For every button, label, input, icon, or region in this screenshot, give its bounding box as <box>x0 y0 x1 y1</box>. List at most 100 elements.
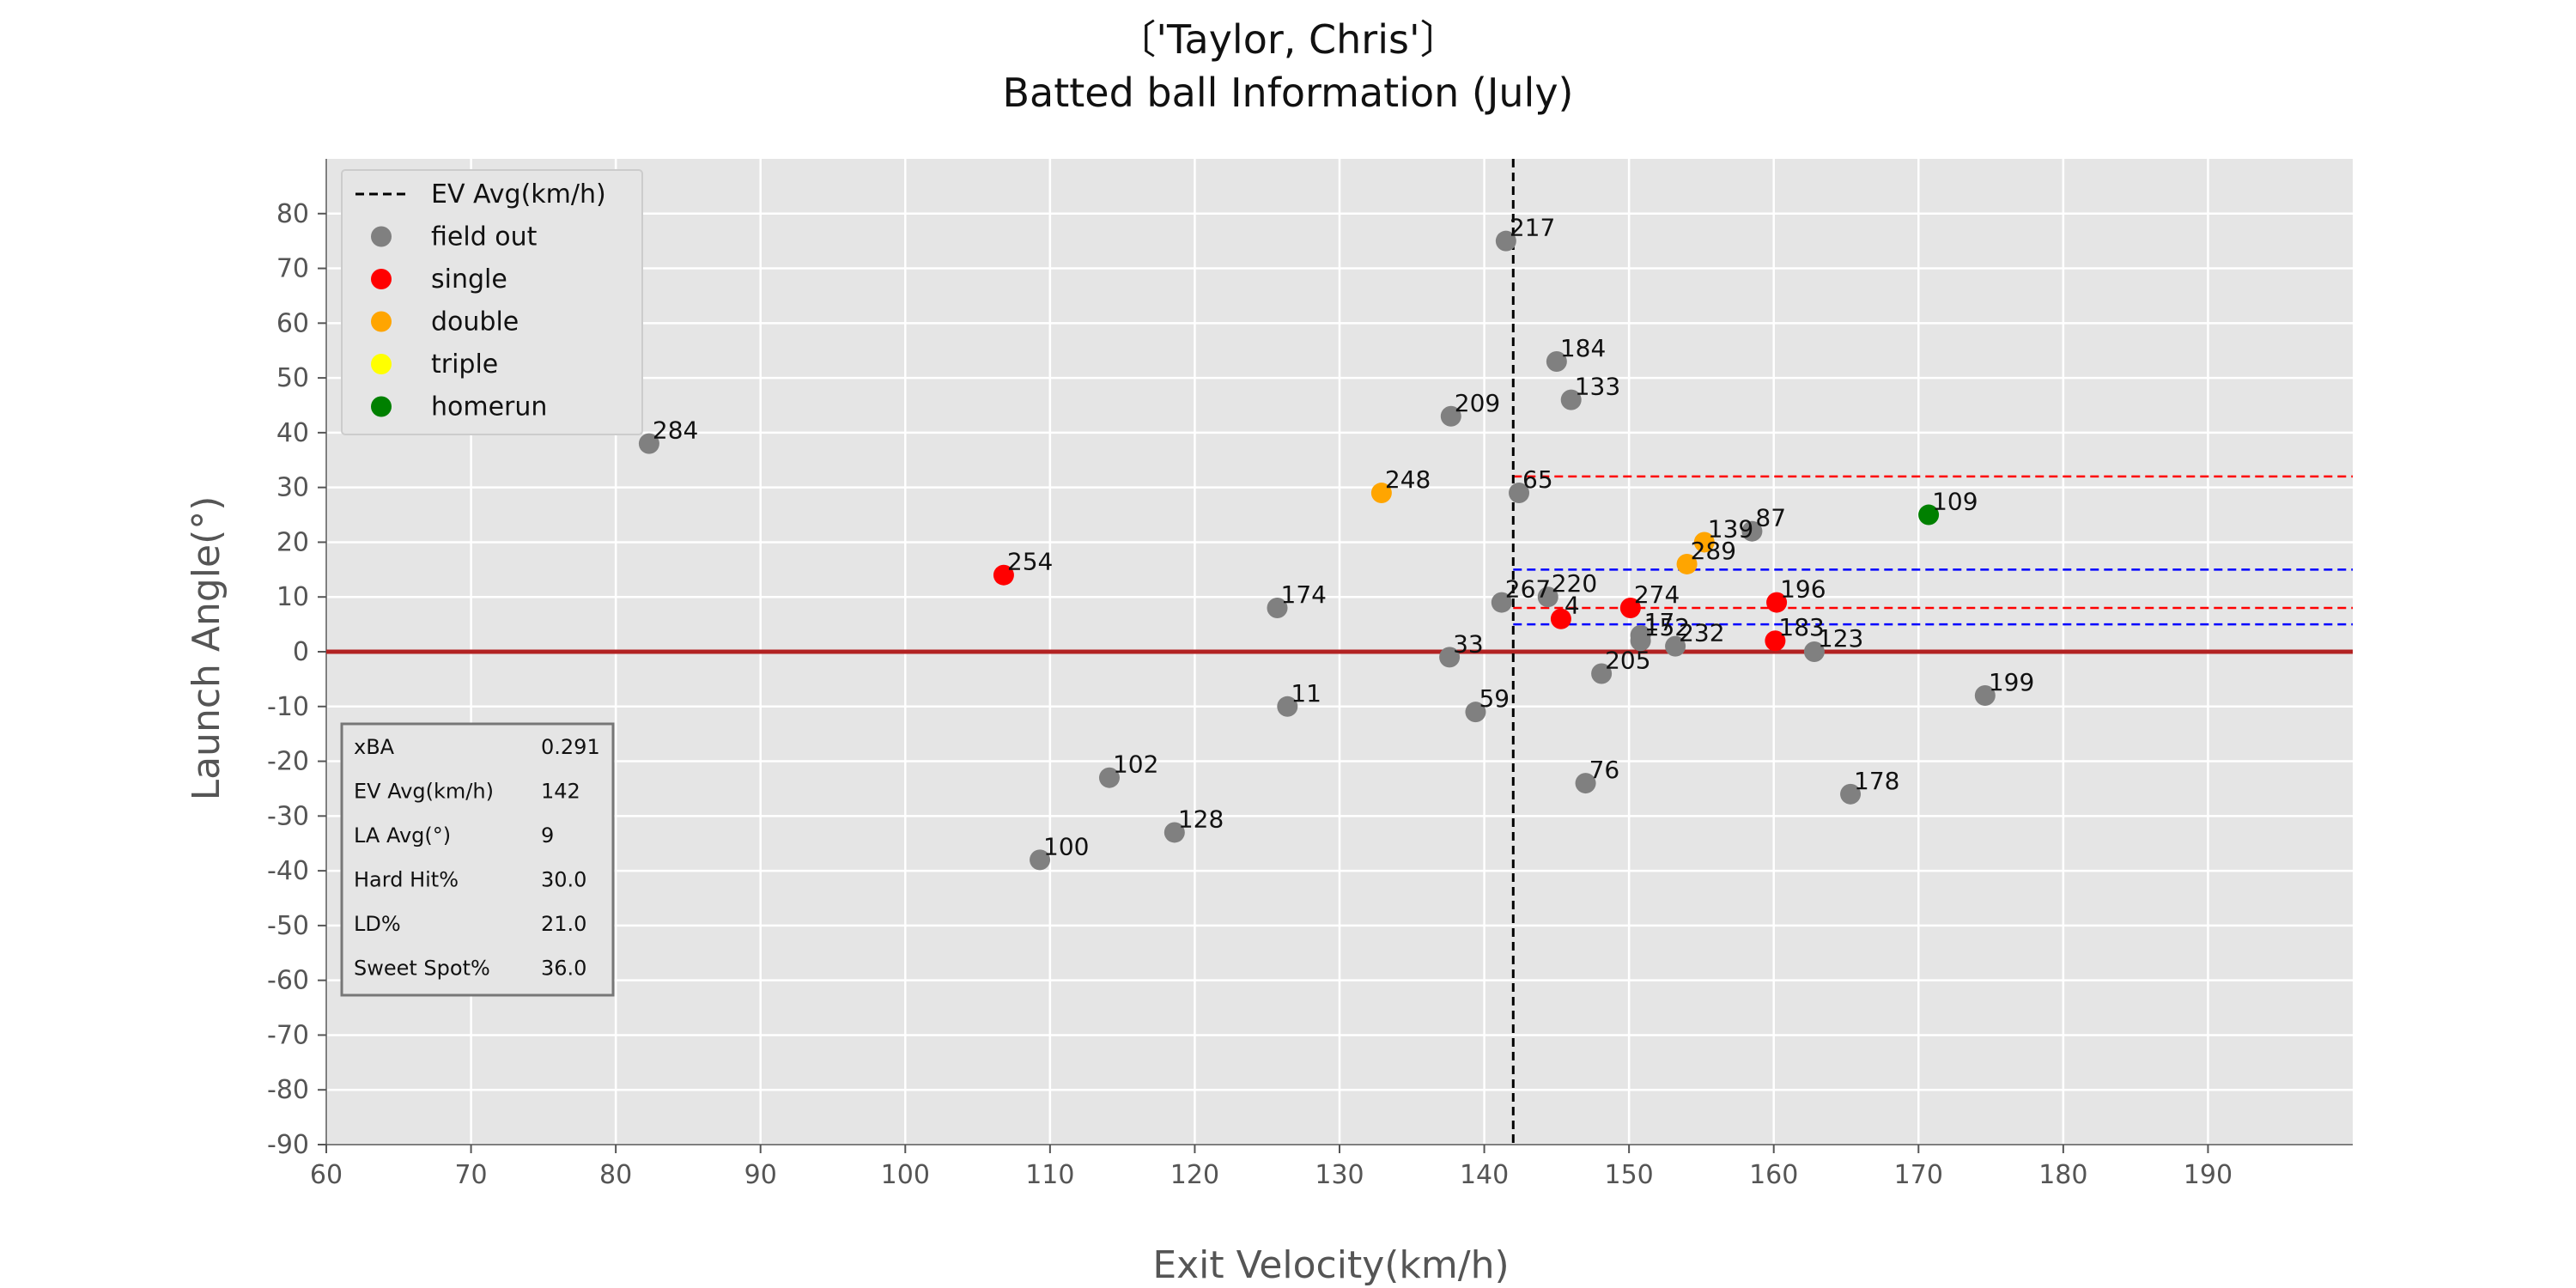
data-point-field-out <box>638 433 659 454</box>
data-point-field-out <box>1591 663 1613 684</box>
y-tick-label: 20 <box>276 527 309 557</box>
stat-value: 0.291 <box>541 735 600 759</box>
data-point-label: 139 <box>1708 514 1753 543</box>
data-point-label: 109 <box>1932 488 1978 516</box>
data-point-field-out <box>1537 586 1558 608</box>
data-point-label: 183 <box>1778 613 1824 641</box>
data-point-label: 267 <box>1505 575 1551 604</box>
x-tick-label: 70 <box>454 1160 487 1190</box>
data-point-label: 174 <box>1281 580 1327 609</box>
stat-label: LD% <box>354 912 401 936</box>
x-tick-label: 150 <box>1605 1160 1654 1190</box>
data-point-label: 76 <box>1589 756 1620 784</box>
x-tick-label: 140 <box>1460 1160 1509 1190</box>
y-tick-label: 50 <box>276 363 309 393</box>
data-point-homerun <box>1918 504 1940 526</box>
data-point-label: 254 <box>1007 548 1053 576</box>
legend-swatch-marker <box>371 226 392 247</box>
stats-box <box>340 722 615 997</box>
x-tick-label: 90 <box>744 1160 777 1190</box>
y-tick-label: 0 <box>293 637 309 667</box>
stat-label: Hard Hit% <box>354 868 459 892</box>
data-point-label: 220 <box>1552 569 1597 598</box>
data-point-field-out <box>1803 641 1825 662</box>
data-point-label: 232 <box>1679 619 1724 647</box>
plot-area: 60 70 80 90 100 110 120 130 140 150 160 170 180 19080… <box>267 159 2353 1190</box>
data-point-label: 199 <box>1989 668 2034 696</box>
y-axis-label: Launch Angle(°) <box>185 496 228 801</box>
data-point-double <box>1676 553 1698 574</box>
stat-value: 142 <box>541 780 580 804</box>
legend-box <box>341 169 643 435</box>
data-point-label: 217 <box>1510 214 1555 242</box>
data-point-field-out <box>1465 702 1486 723</box>
legend-swatch-marker <box>371 269 392 289</box>
data-point-field-out <box>1098 767 1120 788</box>
data-point-field-out <box>1546 350 1567 372</box>
data-point-field-out <box>1840 783 1862 805</box>
data-point-single <box>993 564 1014 586</box>
data-point-label: 133 <box>1575 373 1620 401</box>
data-point-field-out <box>1495 230 1516 252</box>
x-tick-label: 120 <box>1170 1160 1219 1190</box>
x-tick-label: 80 <box>599 1160 632 1190</box>
data-point-label: 184 <box>1560 334 1606 362</box>
chart-title-line-2: Batted ball Information (July) <box>1002 70 1573 116</box>
y-tick-label: -80 <box>267 1075 309 1105</box>
stat-label: EV Avg(km/h) <box>354 780 494 804</box>
y-tick-label: -60 <box>267 966 309 996</box>
stat-value: 30.0 <box>541 868 586 892</box>
y-tick-label: -10 <box>267 692 309 722</box>
y-tick-label: 30 <box>276 473 309 503</box>
stat-value: 21.0 <box>541 912 586 936</box>
y-tick-label: 60 <box>276 308 309 338</box>
y-tick-label: -50 <box>267 911 309 941</box>
legend-label: double <box>431 307 519 337</box>
data-point-field-out <box>1267 597 1288 618</box>
data-point-field-out <box>1974 685 1996 707</box>
legend-swatch-marker <box>371 354 392 374</box>
stat-label: Sweet Spot% <box>354 957 490 981</box>
data-point-field-out <box>1509 483 1530 504</box>
data-point-label: 59 <box>1479 684 1510 713</box>
data-point-single <box>1765 630 1786 652</box>
data-point-label: 100 <box>1043 832 1089 860</box>
data-point-label: 274 <box>1634 580 1680 609</box>
x-tick-label: 160 <box>1749 1160 1798 1190</box>
data-point-field-out <box>1630 630 1651 652</box>
data-point-label: 128 <box>1178 805 1224 833</box>
stat-label: LA Avg(°) <box>354 823 451 848</box>
data-point-label: 17 <box>1644 608 1675 636</box>
data-point-single <box>1766 592 1788 613</box>
x-tick-label: 110 <box>1025 1160 1074 1190</box>
data-point-single <box>1550 608 1571 629</box>
data-point-field-out <box>1491 592 1512 613</box>
y-tick-label: 40 <box>276 418 309 448</box>
data-point-label: 123 <box>1818 624 1863 653</box>
data-point-double <box>1370 483 1392 504</box>
x-tick-label: 130 <box>1315 1160 1364 1190</box>
data-point-label: 196 <box>1780 575 1826 604</box>
data-point-label: 87 <box>1755 504 1786 532</box>
legend-label: triple <box>431 349 498 380</box>
stat-value: 36.0 <box>541 957 586 981</box>
y-tick-label: 10 <box>276 582 309 612</box>
x-tick-label: 170 <box>1894 1160 1943 1190</box>
x-tick-label: 180 <box>2038 1160 2087 1190</box>
data-point-label: 102 <box>1113 750 1158 779</box>
y-tick-label: -30 <box>267 801 309 831</box>
stat-label: xBA <box>354 735 395 759</box>
data-point-field-out <box>1440 405 1461 427</box>
legend: EV Avg(km/h) field out single double triple h… <box>341 169 643 435</box>
data-point-field-out <box>1030 849 1051 871</box>
legend-label: homerun <box>431 392 547 422</box>
data-point-field-out <box>1560 389 1582 410</box>
data-point-field-out <box>1277 696 1298 717</box>
legend-label: EV Avg(km/h) <box>431 179 606 210</box>
data-point-label: 289 <box>1691 537 1736 565</box>
stat-value: 9 <box>541 823 554 848</box>
y-tick-label: -90 <box>267 1130 309 1160</box>
data-point-field-out <box>1575 773 1596 794</box>
data-point-field-out <box>1163 822 1185 843</box>
